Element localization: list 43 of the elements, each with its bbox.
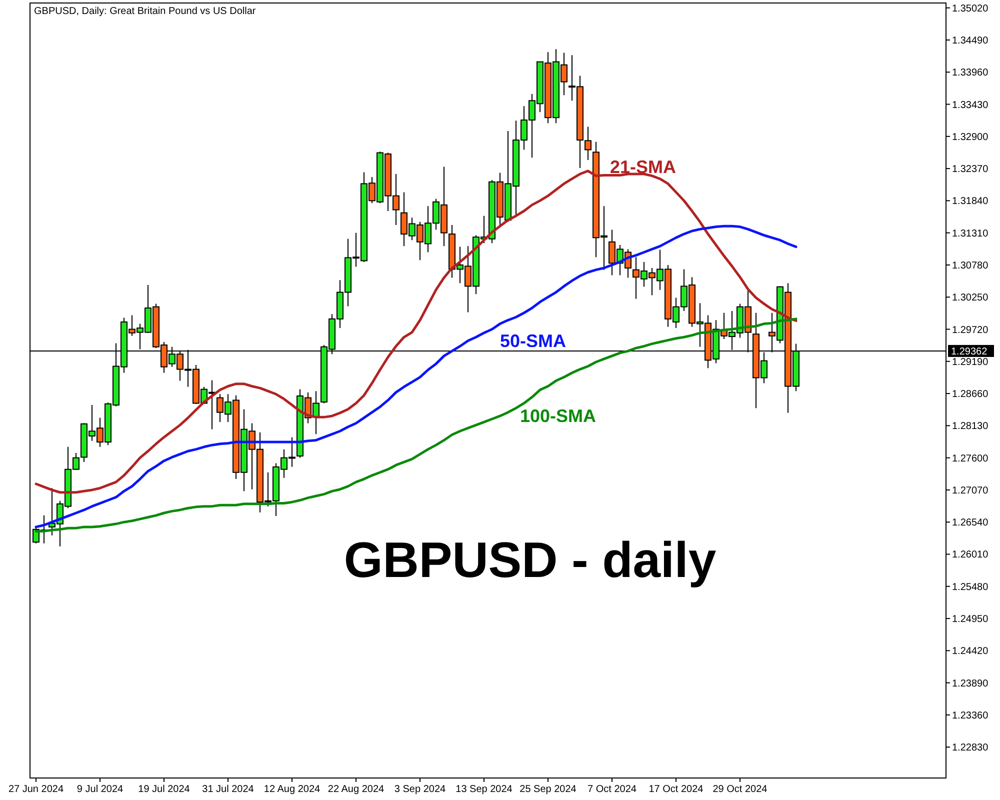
annotation: GBPUSD - daily [344,532,716,588]
series-label: 50-SMA [500,331,566,351]
y-tick-label: 1.34490 [952,35,989,46]
y-tick-label: 1.30250 [952,292,989,304]
y-tick-label: 1.28130 [952,421,989,432]
chart-title: GBPUSD, Daily: Great Britain Pound vs US Dollar [34,6,256,17]
y-tick-label: 1.26540 [952,518,989,529]
x-tick-label: 17 Oct 2024 [648,784,704,795]
x-tick-label: 22 Aug 2024 [328,784,385,795]
y-tick-label: 1.26010 [952,550,989,561]
y-tick-label: 1.23360 [952,710,989,722]
line-series [34,224,798,528]
x-tick-label: 13 Sep 2024 [456,784,513,795]
ref-line-label: 1.29362 [951,346,988,358]
x-tick-label: 25 Sep 2024 [520,784,577,795]
y-tick-label: 1.31840 [952,196,989,208]
y-tick-label: 1.32370 [952,164,989,176]
x-tick-label: 9 Jul 2024 [76,784,124,795]
series-label: 21-SMA [610,157,676,177]
y-tick-label: 1.25480 [952,582,989,593]
x-tick-label: 3 Sep 2024 [394,784,446,795]
y-tick-label: 1.31310 [952,228,989,240]
y-tick-label: 1.35020 [952,3,989,14]
x-tick-label: 29 Oct 2024 [712,784,768,795]
y-tick-label: 1.29190 [952,356,989,368]
x-tick-label: 27 Jun 2024 [8,784,64,795]
series-label: 100-SMA [520,406,596,426]
y-tick-label: 1.22830 [952,742,989,754]
y-tick-label: 1.33430 [952,100,989,111]
y-tick-label: 1.33960 [952,68,989,79]
y-tick-label: 1.23890 [952,678,989,690]
y-tick-label: 1.24420 [952,646,989,658]
y-tick-label: 1.27600 [952,453,989,464]
y-tick-label: 1.29720 [952,324,989,336]
x-tick-label: 12 Aug 2024 [264,784,321,795]
y-tick-label: 1.32900 [952,132,989,143]
y-tick-label: 1.24950 [952,614,989,626]
x-tick-label: 31 Jul 2024 [202,784,254,795]
y-tick-label: 1.30780 [952,260,989,272]
x-tick-label: 19 Jul 2024 [138,784,190,795]
y-tick-label: 1.28660 [952,389,989,400]
x-tick-label: 7 Oct 2024 [588,784,637,795]
y-tick-label: 1.27070 [952,485,989,496]
